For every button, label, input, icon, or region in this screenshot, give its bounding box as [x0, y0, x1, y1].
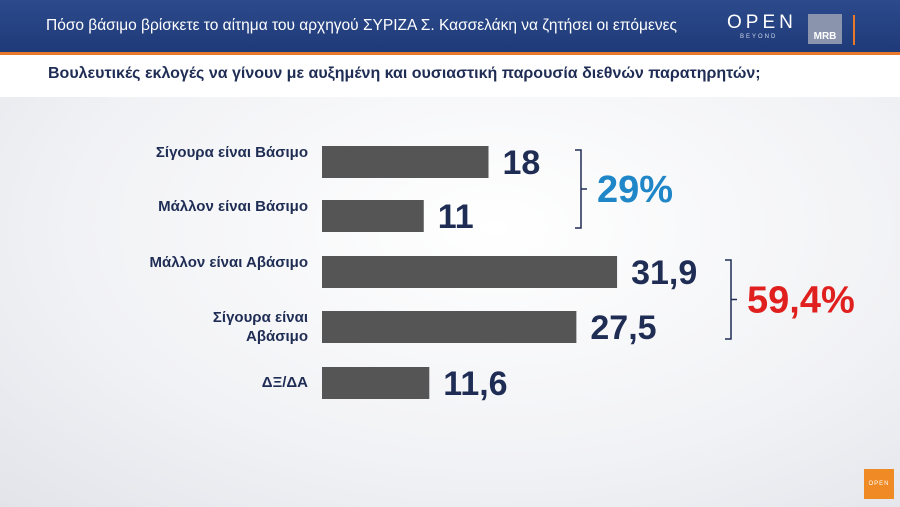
header-title: Πόσο βάσιμο βρίσκετε το αίτημα του αρχηγ…: [46, 17, 678, 34]
header-band: [0, 0, 900, 55]
bar: [322, 311, 577, 343]
bar: [322, 367, 430, 399]
pollster-logo: MRB: [808, 14, 842, 44]
bar: [322, 256, 618, 288]
bar: [322, 146, 489, 178]
logo: OPEN: [727, 12, 797, 33]
category-label: ΔΞ/ΔΑ: [261, 374, 308, 391]
category-label: Σίγουρα είναι Βάσιμο: [155, 144, 308, 161]
subtitle-band: [0, 55, 900, 97]
group-total: 29%: [597, 169, 673, 211]
value-label: 11: [438, 198, 474, 236]
bracket: [725, 259, 732, 340]
value-label: 27,5: [590, 309, 656, 347]
chart-title: Βουλευτικές εκλογές να γίνουν με αυξημέν…: [48, 65, 761, 82]
value-label: 31,9: [631, 254, 697, 292]
value-label: 18: [503, 144, 541, 182]
category-label: Μάλλον είναι Αβάσιμο: [149, 254, 309, 271]
category-label: Μάλλον είναι Βάσιμο: [158, 198, 308, 215]
bar: [322, 200, 424, 232]
logo-tagline: BEYOND: [740, 34, 778, 40]
separator: [853, 15, 855, 45]
bracket: [575, 149, 582, 229]
corner-logo: OPEN: [864, 469, 894, 499]
value-label: 11,6: [443, 365, 507, 403]
group-total: 59,4%: [747, 280, 855, 322]
category-label: Σίγουρα είναι Αβάσιμο: [212, 309, 308, 345]
